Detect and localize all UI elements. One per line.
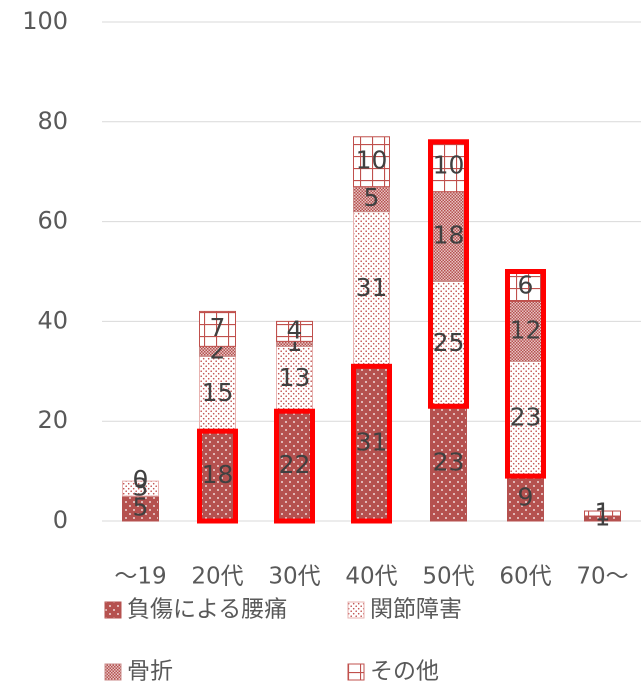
data-label: 12: [510, 315, 542, 344]
legend-swatch: [104, 601, 122, 619]
data-label: 1: [595, 498, 611, 527]
highlight-box: [505, 269, 546, 479]
data-label: 18: [433, 221, 465, 250]
data-label: 7: [210, 313, 226, 342]
legend-label: 骨折: [127, 659, 173, 685]
bar-segment: [353, 365, 390, 522]
highlight-box: [351, 363, 392, 524]
bar-segment: [430, 191, 467, 282]
data-label: 23: [433, 448, 465, 477]
bar-segment: [430, 141, 467, 193]
data-label: 1: [595, 503, 611, 532]
bar-segment: [353, 136, 390, 188]
highlight-box: [197, 428, 238, 524]
highlight-box: [428, 139, 469, 409]
legend-swatch: [104, 663, 122, 681]
y-tick-label: 60: [37, 207, 68, 235]
bar-segment: [507, 360, 544, 477]
bar-segment: [276, 345, 313, 412]
bar-segment: [430, 405, 467, 522]
data-label: 10: [433, 151, 465, 180]
data-label: 5: [133, 493, 149, 522]
bar-segment: [122, 480, 159, 497]
data-label: 31: [356, 273, 388, 302]
y-tick-label: 40: [37, 306, 68, 334]
bar-segment: [430, 280, 467, 407]
bar-segment: [276, 320, 313, 342]
legend-swatch: [347, 601, 365, 619]
data-label: 31: [356, 428, 388, 457]
data-label: 23: [510, 403, 542, 432]
data-label: 25: [433, 328, 465, 357]
bar-segment: [199, 310, 236, 347]
legend-swatch: [347, 663, 365, 681]
y-tick-label: 0: [53, 506, 68, 534]
data-label: 13: [279, 363, 311, 392]
y-tick-label: 100: [22, 7, 68, 35]
data-label: 5: [364, 183, 380, 212]
data-label: 15: [202, 378, 234, 407]
x-tick-label: 70～: [576, 564, 628, 590]
y-tick-label: 80: [37, 107, 68, 135]
bar-segment: [584, 510, 621, 517]
x-tick-label: ～19: [114, 564, 166, 590]
x-tick-label: 20代: [191, 564, 243, 590]
data-label: 9: [518, 483, 534, 512]
x-tick-label: 30代: [268, 564, 320, 590]
data-label: 22: [279, 450, 311, 479]
data-label: 4: [287, 315, 303, 344]
legend-label: 負傷による腰痛: [127, 597, 287, 623]
bar-segment: [507, 271, 544, 302]
data-label: 6: [518, 270, 534, 299]
x-tick-label: 50代: [422, 564, 474, 590]
data-label: 0: [133, 465, 149, 494]
data-label: 18: [202, 460, 234, 489]
highlight-box: [274, 408, 315, 524]
bar-segment: [507, 475, 544, 522]
legend-label: 関節障害: [370, 597, 462, 623]
x-tick-label: 40代: [345, 564, 397, 590]
data-label: 10: [356, 146, 388, 175]
data-label: 3: [133, 473, 149, 502]
y-tick-label: 20: [37, 406, 68, 434]
x-tick-label: 60代: [499, 564, 551, 590]
legend-label: その他: [370, 659, 439, 685]
bar-segment: [353, 186, 390, 213]
